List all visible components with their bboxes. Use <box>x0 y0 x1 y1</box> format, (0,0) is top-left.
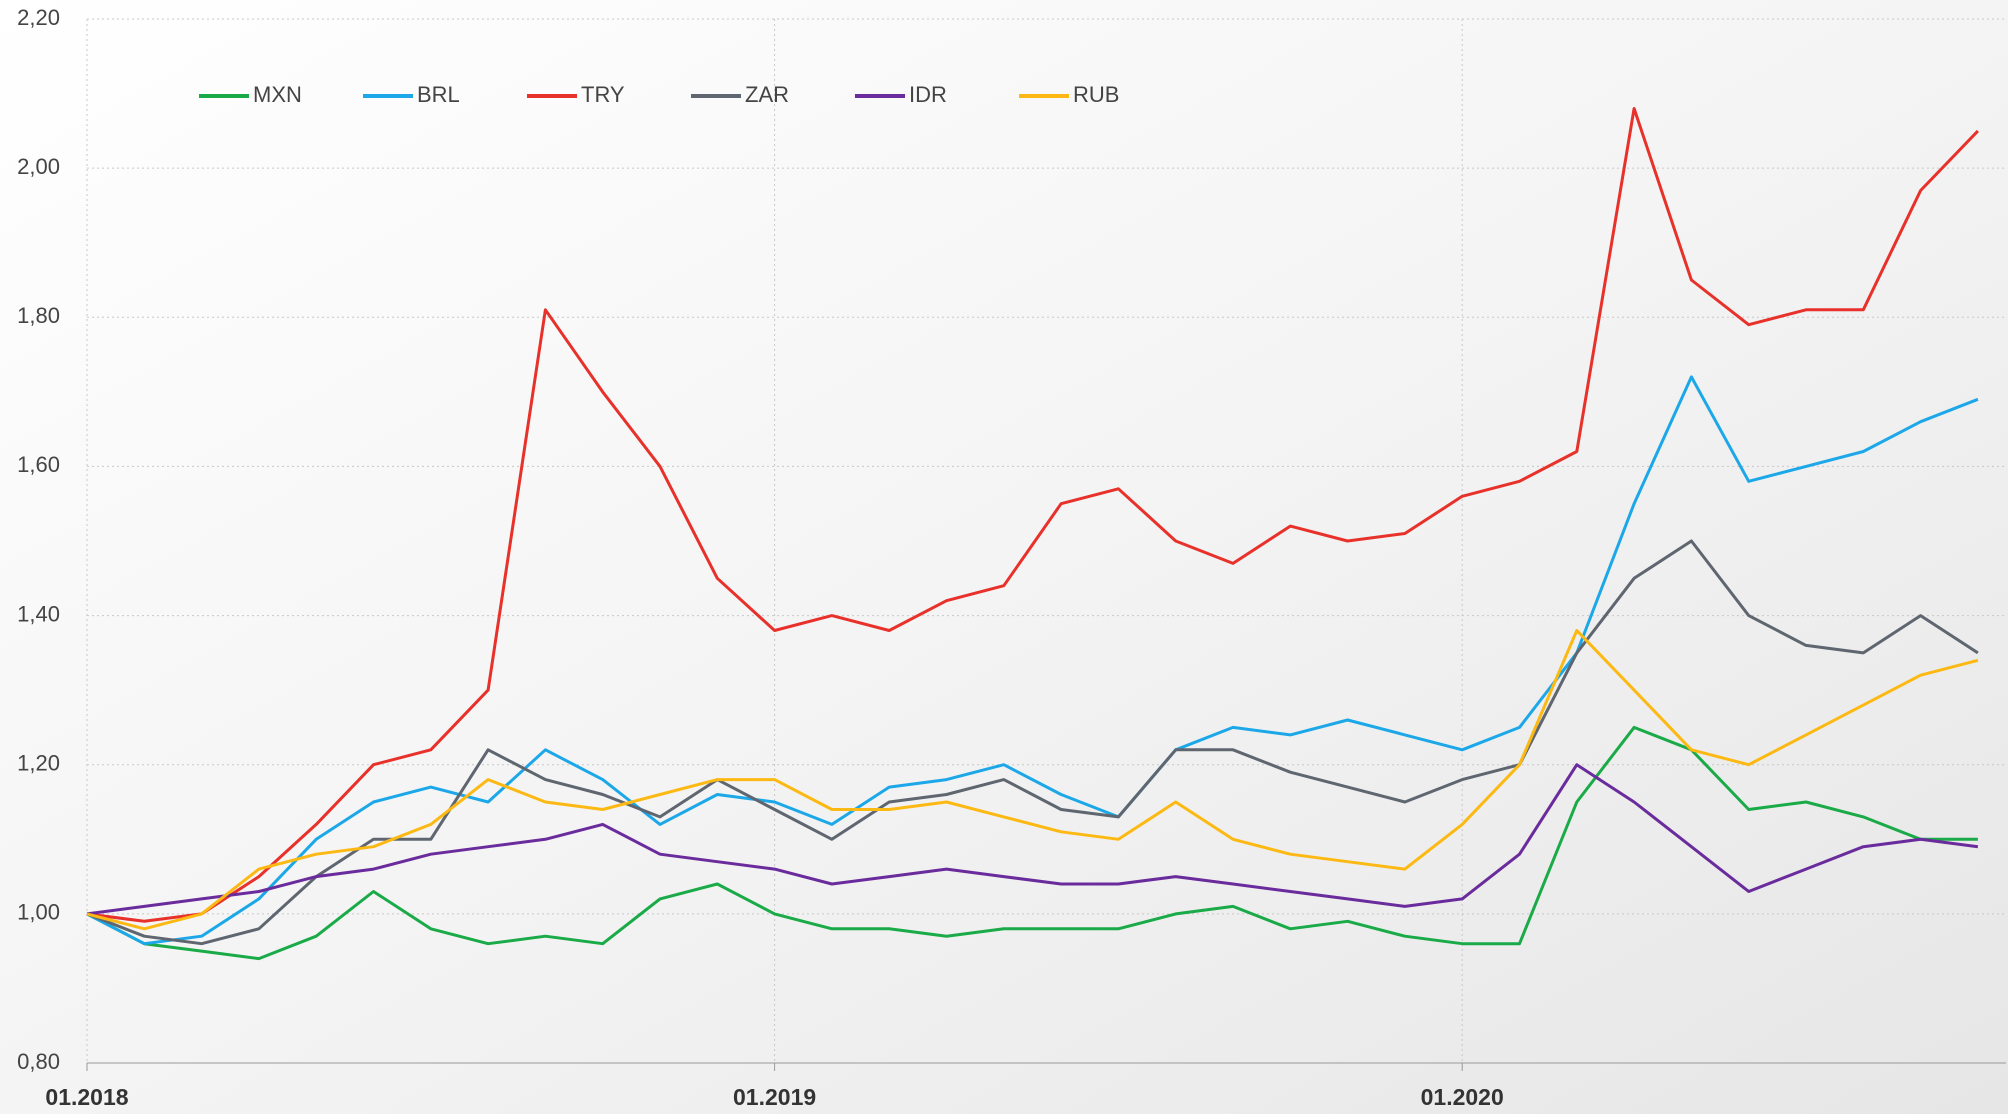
legend-label: ZAR <box>745 82 789 107</box>
series-line <box>86 725 1978 961</box>
x-tick-label: 01.2020 <box>1421 1084 1504 1110</box>
series-line <box>86 763 1979 916</box>
y-tick-label: 2,00 <box>17 154 60 179</box>
y-tick-label: 1,40 <box>17 601 60 626</box>
y-tick-label: 1,20 <box>17 751 60 776</box>
series-line <box>86 539 1979 946</box>
y-tick-label: 0,80 <box>17 1049 60 1074</box>
legend-label: TRY <box>581 82 625 107</box>
x-tick-label: 01.2019 <box>733 1084 816 1110</box>
legend-label: MXN <box>253 82 302 107</box>
y-tick-label: 2,20 <box>17 5 60 30</box>
series-line <box>86 629 1979 931</box>
y-tick-label: 1,80 <box>17 303 60 328</box>
series-line <box>86 107 1979 923</box>
x-tick-label: 01.2018 <box>45 1084 128 1110</box>
y-tick-label: 1,00 <box>17 900 60 925</box>
series-line <box>86 375 1979 946</box>
y-tick-label: 1,60 <box>17 452 60 477</box>
legend-label: BRL <box>417 82 460 107</box>
legend-label: IDR <box>909 82 947 107</box>
legend-label: RUB <box>1073 82 1119 107</box>
